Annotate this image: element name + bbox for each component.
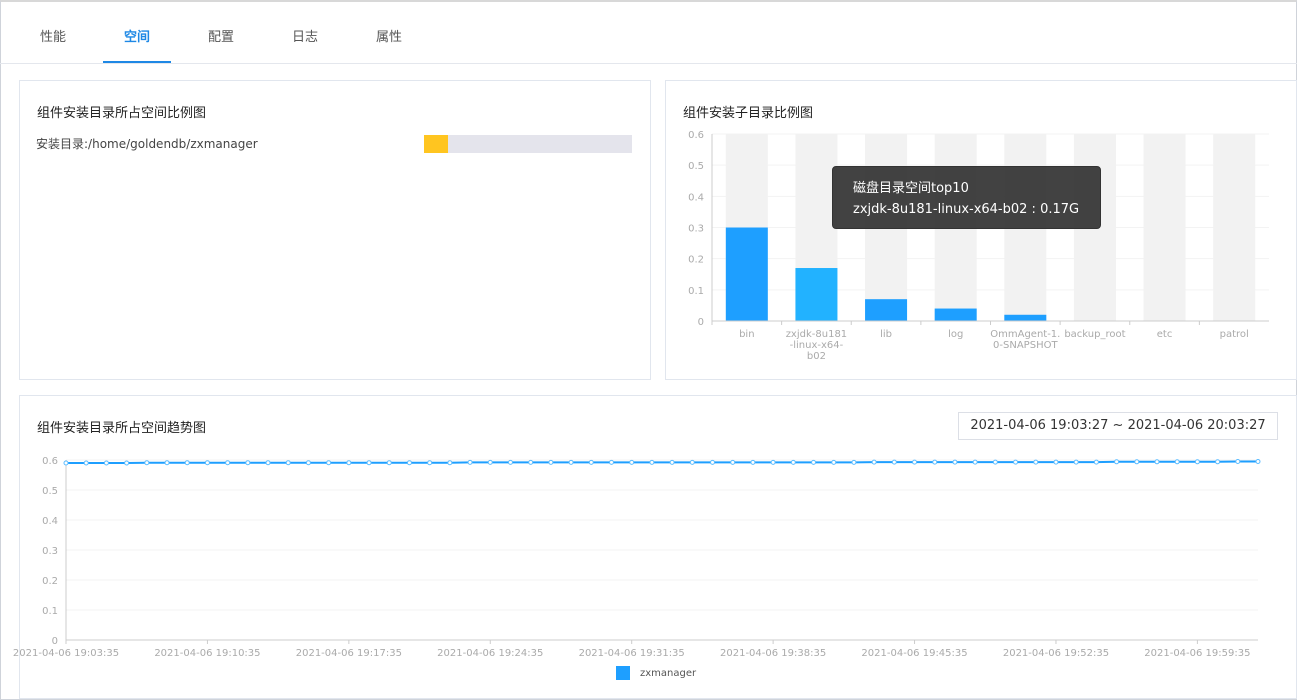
subdir-panel: 组件安装子目录比例图 (665, 80, 1297, 380)
bar-3 (934, 308, 977, 321)
x-tick-label: -linux-x64- (790, 340, 844, 351)
x-tick-label: b02 (807, 351, 826, 362)
bar-4 (1004, 314, 1047, 321)
bar-2 (865, 299, 908, 321)
tab-performance[interactable]: 性能 (39, 30, 66, 45)
x-tick-label: etc (1157, 329, 1173, 340)
tab-config[interactable]: 配置 (207, 30, 234, 45)
y-tick-label: 0.5 (688, 161, 704, 172)
y-tick-label: 0.4 (688, 192, 704, 203)
x-tick-label: log (948, 329, 963, 340)
chart-tooltip: 磁盘目录空间top10 zxjdk-8u181-linux-x64-b02 : … (832, 166, 1101, 229)
panel-title: 组件安装子目录比例图 (683, 106, 814, 121)
usage-progress-bar (424, 135, 632, 153)
install-dir-label: 安装目录:/home/goldendb/zxmanager (36, 137, 258, 151)
x-tick-label: OmmAgent-1. (990, 329, 1060, 340)
y-tick-label: 0 (698, 317, 704, 328)
install-dir-panel: 组件安装目录所占空间比例图 安装目录:/home/goldendb/zxmana… (19, 80, 651, 380)
panel-title: 组件安装目录所占空间趋势图 (37, 421, 207, 436)
tab-space[interactable]: 空间 (123, 30, 150, 45)
bar-background (1213, 134, 1256, 321)
active-tab-indicator (103, 61, 171, 63)
x-tick-label: zxjdk-8u181 (786, 329, 847, 340)
time-range-picker[interactable]: 2021-04-06 19:03:27 ~ 2021-04-06 20:03:2… (958, 412, 1278, 440)
x-tick-label: backup_root (1064, 329, 1125, 340)
y-tick-label: 0.6 (688, 130, 704, 141)
tab-log[interactable]: 日志 (291, 30, 318, 45)
tooltip-value: zxjdk-8u181-linux-x64-b02 : 0.17G (853, 202, 1080, 217)
bar-1 (795, 268, 838, 321)
tab-properties[interactable]: 属性 (375, 30, 402, 45)
bar-background (1143, 134, 1186, 321)
trend-panel: 组件安装目录所占空间趋势图 2021-04-06 19:03:27 ~ 2021… (19, 395, 1297, 699)
x-tick-label: patrol (1220, 329, 1249, 340)
usage-progress-fill (424, 135, 448, 153)
x-tick-label: 0-SNAPSHOT (993, 340, 1058, 351)
y-tick-label: 0.1 (688, 286, 704, 297)
x-tick-label: lib (880, 329, 892, 340)
y-tick-label: 0.3 (688, 224, 704, 235)
y-tick-label: 0.2 (688, 255, 704, 266)
tab-bar: 性能 空间 配置 日志 属性 (0, 0, 1297, 64)
tooltip-title: 磁盘目录空间top10 (853, 181, 969, 196)
x-tick-label: bin (739, 329, 754, 340)
panel-title: 组件安装目录所占空间比例图 (37, 106, 207, 121)
bar-0 (725, 227, 768, 321)
